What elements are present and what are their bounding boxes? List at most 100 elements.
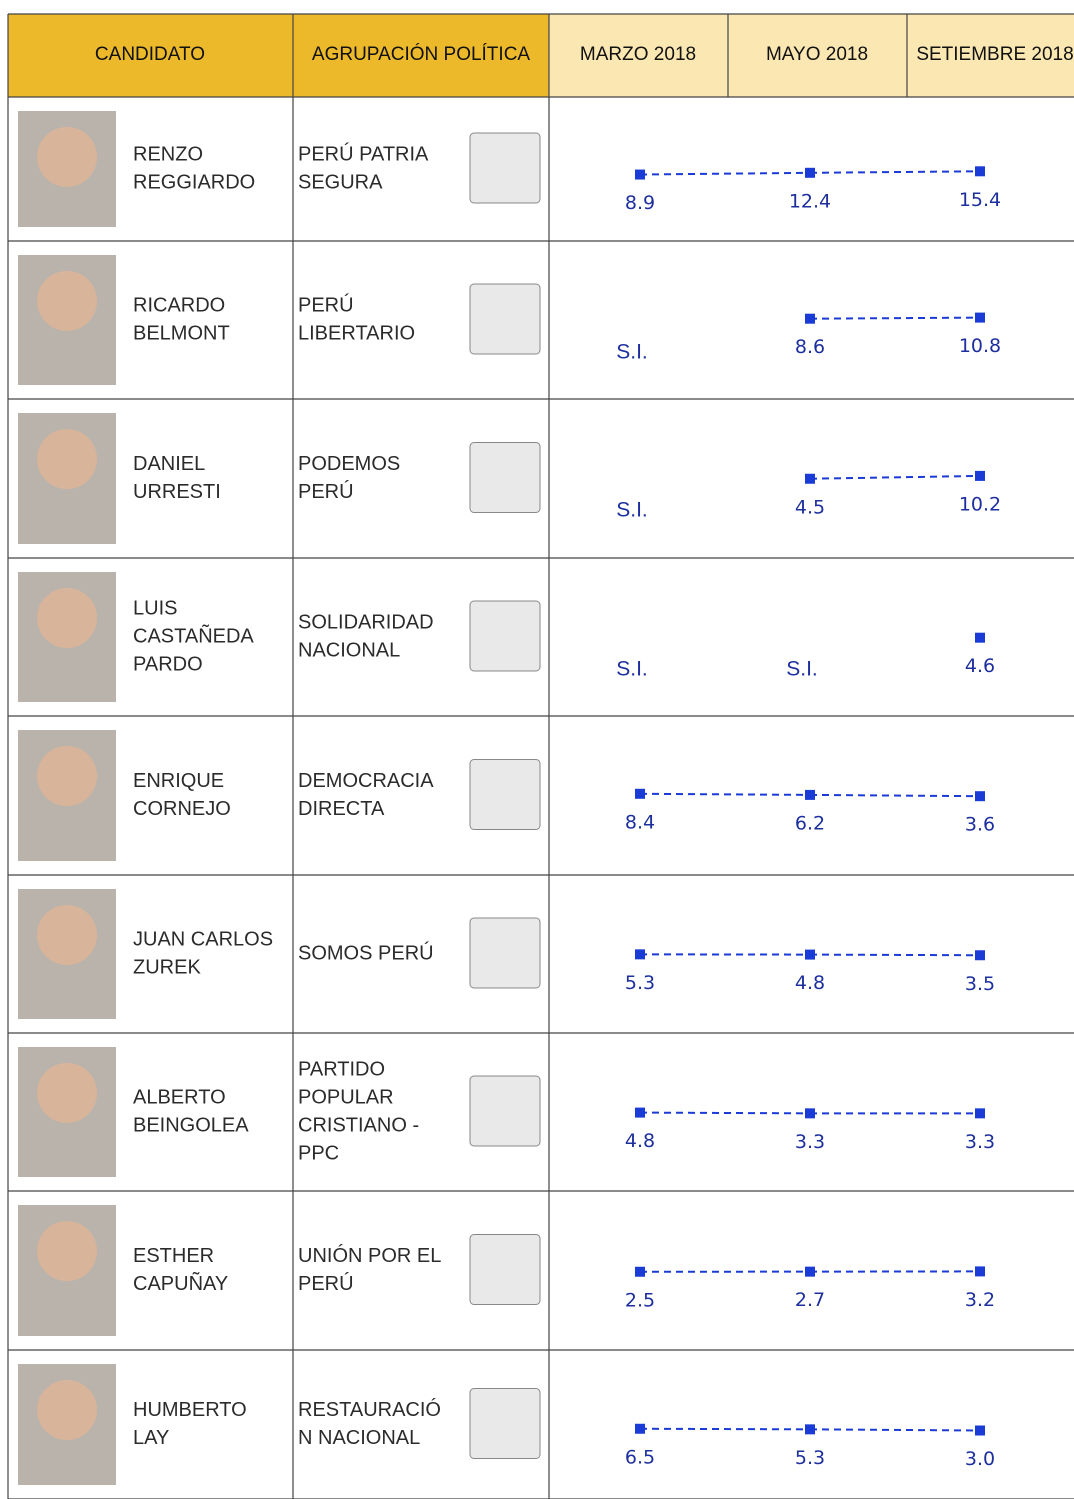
candidate-name: LUIS (133, 597, 177, 619)
party-logo (469, 132, 541, 204)
party-logo (469, 600, 541, 672)
value-label: 4.6 (965, 655, 995, 677)
party-name: UNIÓN POR EL (298, 1244, 441, 1267)
party-name: PPC (298, 1142, 339, 1164)
party-logo (469, 1388, 541, 1459)
value-label: 3.3 (795, 1131, 825, 1153)
party-logo (469, 283, 541, 355)
photo-face (37, 127, 97, 187)
candidate-name: RICARDO (133, 294, 225, 316)
party-name: PARTIDO (298, 1058, 385, 1080)
photo-face (37, 905, 97, 965)
candidate-name: CORNEJO (133, 798, 231, 820)
point-marker (975, 470, 985, 481)
trend-line (639, 1111, 811, 1115)
photo-face (37, 1221, 97, 1281)
value-label: 12.4 (789, 190, 831, 212)
value-label: 2.7 (795, 1289, 825, 1311)
candidate-name: ALBERTO (133, 1086, 226, 1108)
value-label: 3.3 (965, 1131, 995, 1153)
photo-face (37, 1380, 97, 1440)
candidate-name: ESTHER (133, 1245, 214, 1267)
candidate-name: JUAN CARLOS (133, 928, 273, 950)
party-name: NACIONAL (298, 639, 400, 661)
value-label: 8.4 (625, 811, 655, 833)
point-marker (975, 312, 985, 323)
party-logo (469, 442, 541, 513)
point-marker (975, 1425, 985, 1436)
value-label: 10.8 (959, 335, 1001, 357)
trend-line (809, 1428, 981, 1432)
value-label: 8.6 (795, 336, 825, 358)
trend-line (809, 316, 981, 320)
value-label: 4.8 (795, 972, 825, 994)
party-name: PERÚ (298, 480, 354, 503)
party-name: CRISTIANO - (298, 1114, 419, 1136)
value-label: 4.5 (795, 496, 825, 518)
value-label: 8.9 (625, 192, 655, 214)
point-marker (975, 950, 985, 961)
party-name: SOMOS PERÚ (298, 941, 434, 964)
candidate-name: ENRIQUE (133, 770, 224, 792)
value-label: 10.2 (959, 493, 1001, 515)
column-header: AGRUPACIÓN POLÍTICA (312, 43, 531, 65)
candidate-name: RENZO (133, 143, 203, 165)
candidate-name: CAPUÑAY (133, 1271, 228, 1295)
candidate-name: BELMONT (133, 322, 230, 344)
party-logo (469, 1075, 541, 1147)
value-label: 3.6 (965, 814, 995, 836)
column-header: CANDIDATO (95, 44, 205, 65)
value-label: 5.3 (625, 972, 655, 994)
photo-face (37, 746, 97, 806)
photo-face (37, 271, 97, 331)
candidate-name: URRESTI (133, 481, 221, 503)
no-info-label: S.I. (616, 341, 648, 364)
party-name: PODEMOS (298, 453, 400, 475)
value-label: 3.0 (965, 1448, 995, 1470)
party-name: N NACIONAL (298, 1427, 420, 1449)
trend-line (639, 171, 811, 176)
value-label: 4.8 (625, 1130, 655, 1152)
value-label: 15.4 (959, 189, 1001, 211)
value-label: 2.5 (625, 1289, 655, 1311)
trend-line (809, 474, 981, 480)
party-name: RESTAURACIÓ (298, 1398, 441, 1421)
party-name: POPULAR (298, 1086, 394, 1108)
party-logo (469, 1234, 541, 1305)
point-marker (975, 1108, 985, 1119)
point-marker (975, 1266, 985, 1277)
point-marker (975, 166, 985, 177)
column-header: MARZO 2018 (580, 44, 696, 65)
candidate-name: LAY (133, 1427, 169, 1449)
trend-line (639, 1427, 811, 1431)
candidate-name: DANIEL (133, 453, 205, 475)
candidate-name: CASTAÑEDA (133, 623, 254, 647)
value-label: 6.2 (795, 812, 825, 834)
party-name: PERÚ (298, 293, 354, 316)
value-label: 3.2 (965, 1289, 995, 1311)
party-name: PERÚ PATRIA (298, 142, 429, 165)
party-name: SEGURA (298, 171, 383, 193)
party-name: SOLIDARIDAD (298, 611, 434, 633)
point-marker (975, 632, 985, 643)
party-name: DEMOCRACIA (298, 770, 434, 792)
point-marker (975, 791, 985, 802)
trend-line (809, 953, 981, 957)
party-name: PERÚ (298, 1272, 354, 1295)
candidate-name: REGGIARDO (133, 171, 255, 193)
candidate-name: ZUREK (133, 956, 201, 978)
party-logo (469, 917, 541, 989)
candidate-name: PARDO (133, 653, 203, 675)
candidate-name: HUMBERTO (133, 1399, 247, 1421)
no-info-label: S.I. (616, 499, 648, 522)
value-label: 6.5 (625, 1446, 655, 1468)
value-label: 5.3 (795, 1447, 825, 1469)
column-header: MAYO 2018 (766, 44, 868, 65)
trend-line (809, 170, 981, 174)
party-name: DIRECTA (298, 798, 385, 820)
photo-face (37, 1063, 97, 1123)
no-info-label: S.I. (786, 658, 818, 681)
party-name: LIBERTARIO (298, 322, 415, 344)
header-band-months (549, 14, 1074, 97)
